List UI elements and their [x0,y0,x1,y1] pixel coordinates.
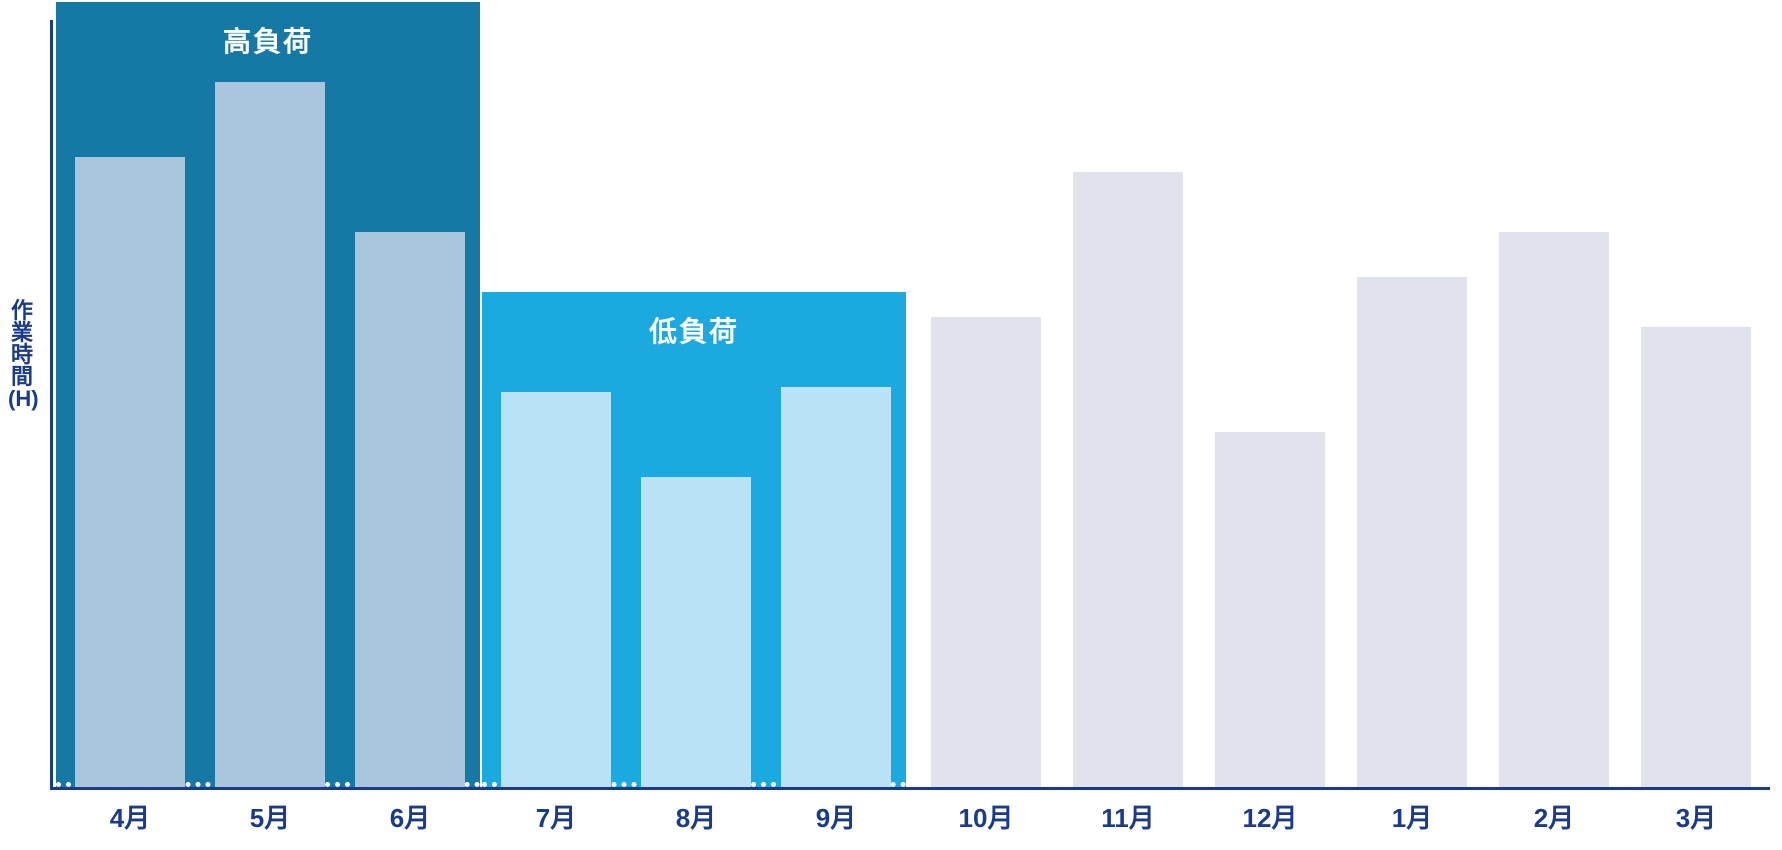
bar-10月 [931,317,1041,787]
y-axis-label-char: 間 [8,366,36,388]
bar-12月 [1215,432,1325,787]
x-label-9月: 9月 [816,798,856,835]
x-label-1月: 1月 [1392,798,1432,835]
x-label-7月: 7月 [536,798,576,835]
x-label-8月: 8月 [676,798,716,835]
y-axis-label-char: 業 [8,322,36,344]
x-axis-line [50,787,1770,790]
bar-9月 [781,387,891,787]
bar-8月 [641,477,751,787]
bar-11月 [1073,172,1183,787]
x-label-10月: 10月 [959,798,1014,835]
bar-2月 [1499,232,1609,787]
y-axis-label: 作 業 時 間 (H) [8,300,36,410]
chart-container: 作 業 時 間 (H) 高負荷低負荷 4月 5月 6月 7月 8月 9月 10月 11月 12月… [0,0,1782,850]
zone-label: 高負荷 [56,20,480,60]
x-label-3月: 3月 [1676,798,1716,835]
y-axis-label-char: 作 [8,300,36,322]
y-axis-line [50,20,53,790]
plot-area: 高負荷低負荷 [50,0,1770,790]
x-label-5月: 5月 [250,798,290,835]
zone-label: 低負荷 [482,310,906,350]
x-axis-labels: 4月 5月 6月 7月 8月 9月 10月 11月 12月 1月 2月 3月 [50,798,1770,838]
x-label-6月: 6月 [390,798,430,835]
bar-7月 [501,392,611,787]
bar-3月 [1641,327,1751,787]
x-label-4月: 4月 [110,798,150,835]
bar-6月 [355,232,465,787]
x-label-12月: 12月 [1243,798,1298,835]
bar-1月 [1357,277,1467,787]
y-axis-label-char: (H) [8,388,36,410]
bar-5月 [215,82,325,787]
y-axis-label-char: 時 [8,344,36,366]
bar-4月 [75,157,185,787]
x-label-2月: 2月 [1534,798,1574,835]
x-label-11月: 11月 [1101,798,1155,835]
